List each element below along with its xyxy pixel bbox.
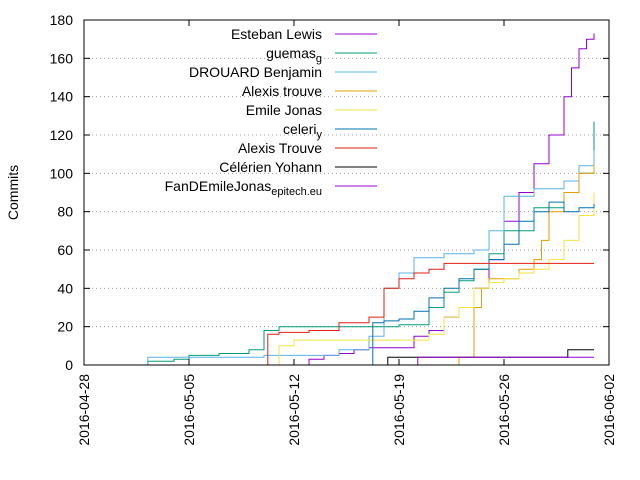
y-tick-label: 160 — [50, 50, 74, 66]
y-tick-label: 140 — [50, 89, 74, 105]
x-tick-label: 2016-05-12 — [286, 374, 302, 446]
y-tick-label: 60 — [57, 242, 73, 258]
y-tick-label: 20 — [57, 319, 73, 335]
y-axis: 0 20 40 60 80 100 120 140 160 180 — [50, 12, 609, 373]
legend-label: DROUARD Benjamin — [189, 64, 322, 80]
legend-label: celeriy — [283, 121, 322, 141]
y-tick-label: 180 — [50, 12, 74, 28]
legend-label: Emile Jonas — [246, 102, 322, 118]
series-line-7 — [264, 262, 594, 366]
plot-frame — [83, 19, 610, 366]
legend-label: Célérien Yohann — [219, 159, 322, 175]
legend-label: guemasg — [266, 45, 322, 65]
x-tick-label: 2016-05-19 — [391, 374, 407, 446]
x-tick-label: 2016-05-05 — [181, 374, 197, 446]
y-tick-label: 100 — [50, 165, 74, 181]
series-line-6 — [369, 201, 595, 366]
y-tick-label: 120 — [50, 127, 74, 143]
y-tick-label: 40 — [57, 280, 73, 296]
y-tick-label: 80 — [57, 204, 73, 220]
legend-label: Alexis Trouve — [238, 140, 322, 156]
x-axis: 2016-04-28 2016-05-05 2016-05-12 2016-05-19… — [76, 20, 617, 446]
x-tick-label: 2016-04-28 — [76, 374, 92, 446]
x-tick-label: 2016-05-26 — [496, 374, 512, 446]
legend-label: Esteban Lewis — [231, 26, 322, 42]
series-line-5 — [264, 192, 595, 366]
series-line-3 — [144, 150, 595, 366]
x-tick-label: 2016-06-02 — [601, 374, 617, 446]
legend-label: Alexis trouve — [242, 83, 322, 99]
y-tick-label: 0 — [65, 357, 73, 373]
y-axis-label: Commits — [5, 165, 21, 220]
